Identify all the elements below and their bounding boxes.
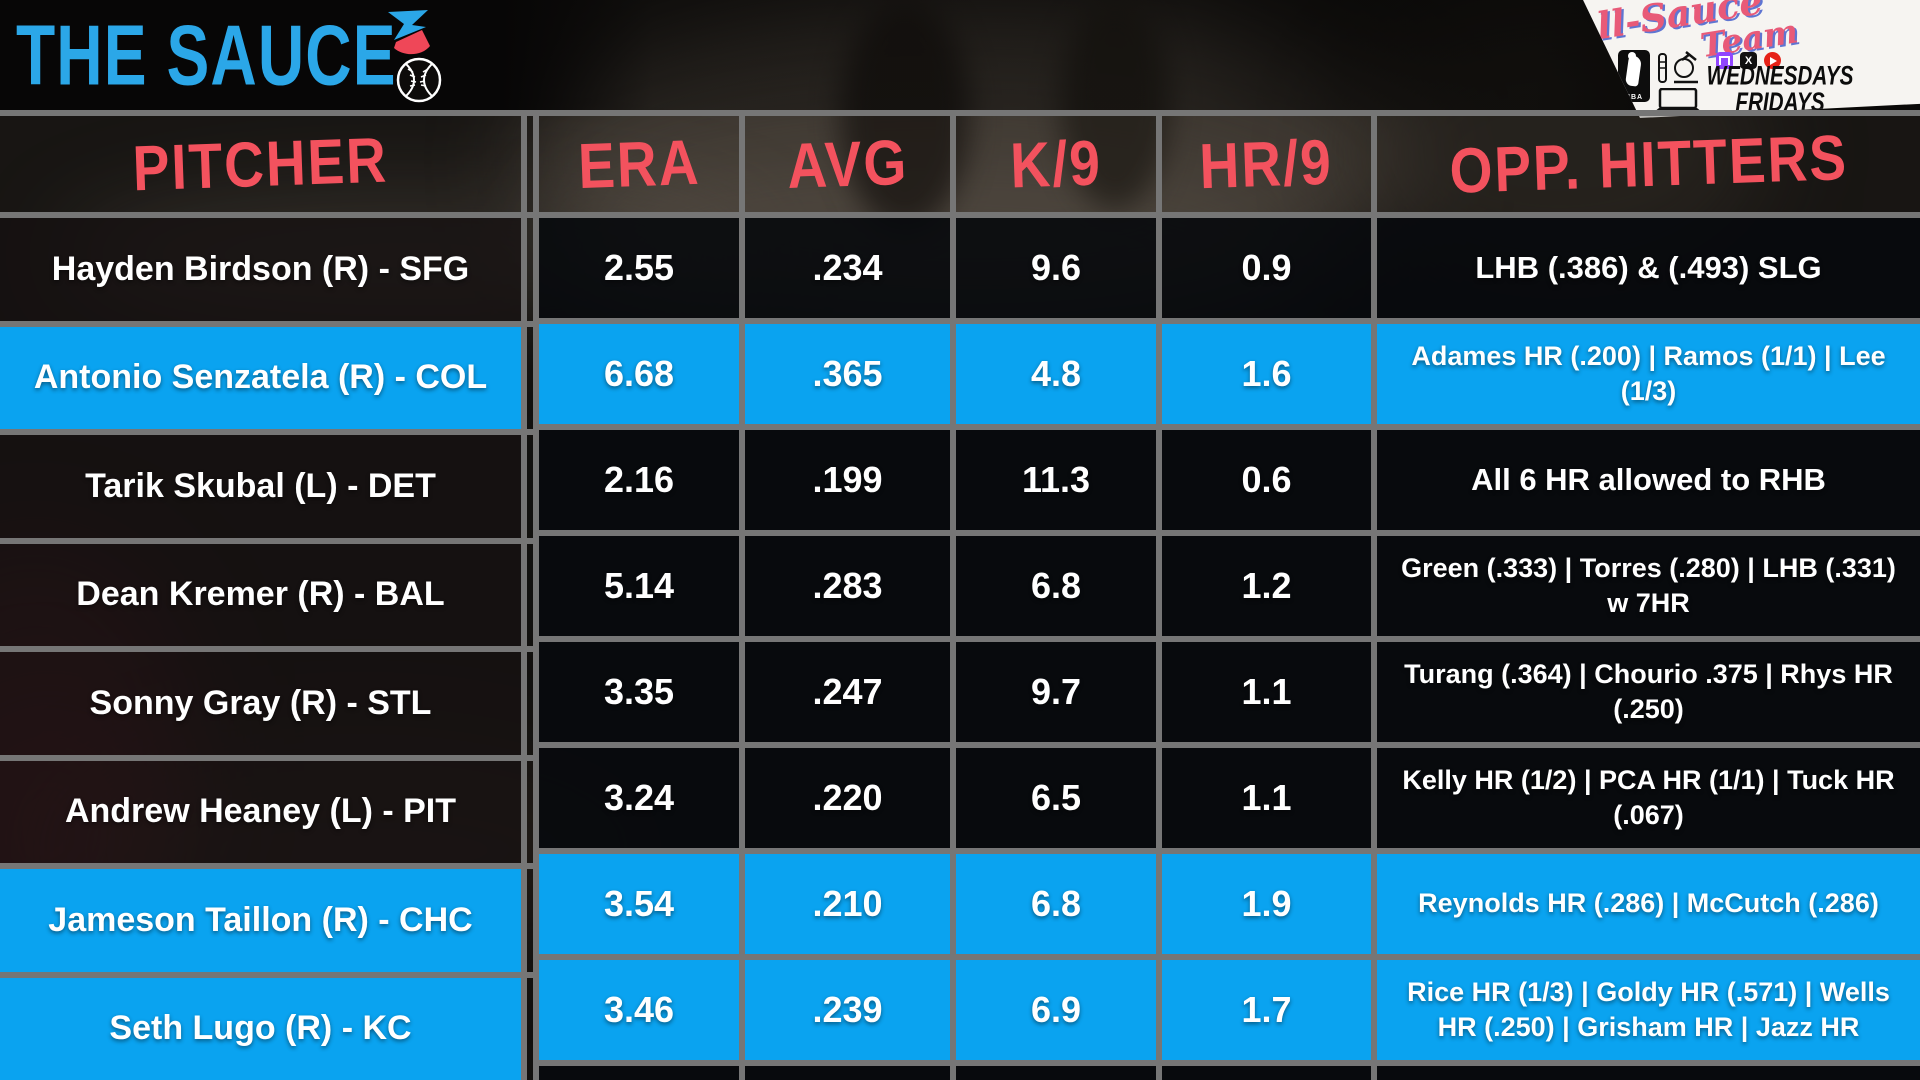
opp-hitters-cell: Turang (.364) | Chourio .375 | Rhys HR (…	[1377, 642, 1920, 742]
era-cell: 5.14	[539, 536, 739, 636]
table-row: Antonio Senzatela (R) - COL	[0, 326, 539, 435]
column-header-k9: K/9	[956, 116, 1156, 212]
betr-b-icon	[388, 10, 430, 55]
era-cell: 6.68	[539, 324, 739, 424]
hr9-cell: 1.2	[1162, 536, 1371, 636]
youtube-icon	[1764, 52, 1781, 69]
pitcher-cell: Antonio Senzatela (R) - COL	[0, 326, 521, 429]
k9-cell: 9.7	[956, 642, 1156, 742]
opp-hitters-cell: Kelly HR (1/2) | PCA HR (1/1) | Tuck HR …	[1377, 748, 1920, 848]
table-row: 2.55 .234 9.6 0.9 LHB (.386) & (.493) SL…	[539, 218, 1920, 324]
hr9-cell: 1.6	[1162, 324, 1371, 424]
schedule-text: WEDNESDAYS FRIDAYS	[1690, 60, 1870, 116]
avg-cell: .247	[745, 642, 950, 742]
hr9-cell: 1.1	[1162, 642, 1371, 742]
table-row: 3.24 .220 6.5 1.1 Kelly HR (1/2) | PCA H…	[539, 748, 1920, 854]
era-cell: 3.46	[539, 960, 739, 1060]
column-header-opp-hitters: OPP. HITTERS	[1377, 116, 1920, 212]
table-row: 2.16 .199 11.3 0.6 All 6 HR allowed to R…	[539, 430, 1920, 536]
era-cell: 2.16	[539, 430, 739, 530]
pitcher-cell: Seth Lugo (R) - KC	[0, 977, 521, 1080]
column-header-era: ERA	[539, 116, 739, 212]
pitcher-rows: Hayden Birdson (R) - SFG Antonio Senzate…	[0, 218, 539, 1080]
opp-hitters-cell: Green (.333) | Torres (.280) | LHB (.331…	[1377, 536, 1920, 636]
era-cell: 3.24	[539, 748, 739, 848]
k9-cell: 4.8	[956, 324, 1156, 424]
avg-cell: .199	[745, 430, 950, 530]
k9-cell: 11.3	[956, 430, 1156, 530]
table-row: Jameson Taillon (R) - CHC	[0, 869, 539, 978]
era-cell: 2.55	[539, 218, 739, 318]
pitcher-cell: Jameson Taillon (R) - CHC	[0, 869, 521, 972]
avg-cell: .220	[745, 748, 950, 848]
table-row: Dean Kremer (R) - BAL	[0, 543, 539, 652]
grid-line	[521, 116, 527, 212]
k9-cell: 6.8	[956, 854, 1156, 954]
header-row: ERA AVG K/9 HR/9 OPP. HITTERS	[539, 116, 1920, 218]
table-row: Tarik Skubal (L) - DET	[0, 435, 539, 544]
schedule-day-1: WEDNESDAYS	[1706, 60, 1854, 91]
grid-line	[533, 116, 539, 212]
table-row: 5.14 .283 6.8 1.2 Green (.333) | Torres …	[539, 536, 1920, 642]
avg-cell: .283	[745, 536, 950, 636]
baseball-icon	[396, 57, 442, 103]
opp-hitters-cell: Adames HR (.200) | Ramos (1/1) | Lee (1/…	[1377, 324, 1920, 424]
partial-next-row	[539, 1066, 1920, 1080]
table-row: 3.46 .239 6.9 1.7 Rice HR (1/3) | Goldy …	[539, 960, 1920, 1066]
era-cell: 3.54	[539, 854, 739, 954]
avg-cell: .210	[745, 854, 950, 954]
pitcher-cell: Andrew Heaney (L) - PIT	[0, 760, 521, 863]
twitch-icon	[1716, 52, 1733, 69]
nba-logo-icon: NBA	[1618, 50, 1650, 102]
k9-cell: 9.6	[956, 218, 1156, 318]
column-header-hr9: HR/9	[1162, 116, 1371, 212]
hr9-cell: 0.9	[1162, 218, 1371, 318]
pitcher-cell: Sonny Gray (R) - STL	[0, 652, 521, 755]
hr9-cell: 1.9	[1162, 854, 1371, 954]
opp-hitters-cell: LHB (.386) & (.493) SLG	[1377, 218, 1920, 318]
header-row: PITCHER	[0, 116, 539, 218]
pitcher-column: PITCHER Hayden Birdson (R) - SFG Antonio…	[0, 110, 539, 1080]
opp-hitters-cell: Reynolds HR (.286) | McCutch (.286)	[1377, 854, 1920, 954]
hr9-cell: 1.1	[1162, 748, 1371, 848]
era-cell: 3.35	[539, 642, 739, 742]
brand-logo: THE SAUCE	[16, 0, 396, 110]
lab-icon	[1658, 51, 1698, 84]
k9-cell: 6.8	[956, 536, 1156, 636]
pitcher-cell: Tarik Skubal (L) - DET	[0, 435, 521, 538]
column-header-avg: AVG	[745, 116, 950, 212]
table-row: 3.35 .247 9.7 1.1 Turang (.364) | Chouri…	[539, 642, 1920, 748]
avg-cell: .239	[745, 960, 950, 1060]
x-icon: X	[1740, 52, 1757, 69]
all-sauce-team-badge: All-Sauce Team NBA X	[1583, 0, 1920, 118]
avg-cell: .365	[745, 324, 950, 424]
nba-player-silhouette	[1624, 55, 1643, 87]
k9-cell: 6.9	[956, 960, 1156, 1060]
table-row: Sonny Gray (R) - STL	[0, 652, 539, 761]
column-header-pitcher: PITCHER	[0, 116, 521, 212]
hr9-cell: 0.6	[1162, 430, 1371, 530]
pitcher-cell: Dean Kremer (R) - BAL	[0, 543, 521, 646]
table-row: 6.68 .365 4.8 1.6 Adames HR (.200) | Ram…	[539, 324, 1920, 430]
table-row: 3.54 .210 6.8 1.9 Reynolds HR (.286) | M…	[539, 854, 1920, 960]
table-row: Seth Lugo (R) - KC	[0, 977, 539, 1080]
social-icons: X	[1716, 52, 1781, 69]
opp-hitters-cell: All 6 HR allowed to RHB	[1377, 430, 1920, 530]
avg-cell: .234	[745, 218, 950, 318]
column-gap	[527, 116, 533, 212]
opp-hitters-cell: Rice HR (1/3) | Goldy HR (.571) | Wells …	[1377, 960, 1920, 1060]
stats-table: ERA AVG K/9 HR/9 OPP. HITTERS 2.55 .234 …	[539, 110, 1920, 1080]
top-banner: THE SAUCE All-Sauce Team NBA	[0, 0, 1920, 118]
table-row: Hayden Birdson (R) - SFG	[0, 218, 539, 327]
hr9-cell: 1.7	[1162, 960, 1371, 1060]
k9-cell: 6.5	[956, 748, 1156, 848]
brand-title: THE SAUCE	[16, 7, 397, 103]
table-row: Andrew Heaney (L) - PIT	[0, 760, 539, 869]
pitcher-cell: Hayden Birdson (R) - SFG	[0, 218, 521, 321]
nba-label: NBA	[1624, 94, 1644, 101]
